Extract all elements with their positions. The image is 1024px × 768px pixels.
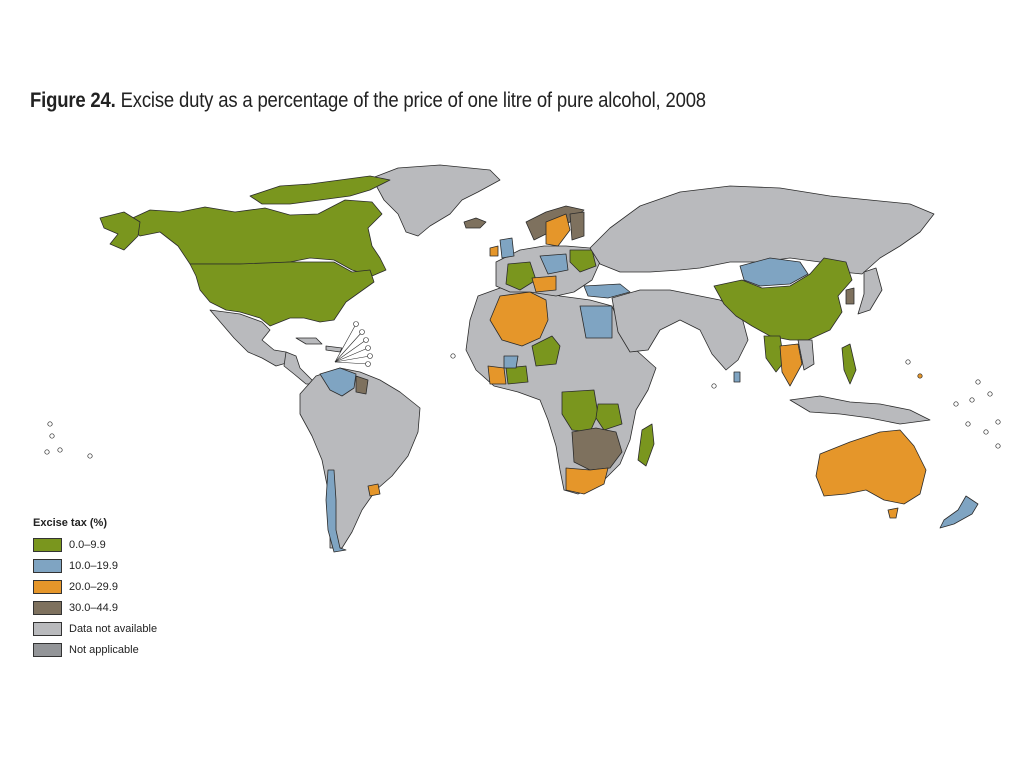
- legend-item: 10.0–19.9: [33, 555, 157, 576]
- region-europe-green: [505, 261, 537, 291]
- region-venezuela: [319, 367, 357, 397]
- region-myanmar: [763, 335, 785, 373]
- region-uruguay: [367, 483, 381, 497]
- region-southern-africa-brown: [571, 427, 623, 471]
- region-arctic-islands: [249, 175, 391, 205]
- region-west-africa-blue: [503, 355, 519, 369]
- region-sri-lanka: [733, 371, 741, 383]
- figure-caption: Excise duty as a percentage of the price…: [120, 88, 706, 112]
- region-algeria: [489, 291, 549, 347]
- legend-title: Excise tax (%): [33, 517, 107, 529]
- legend-swatch-notapplicable: [33, 642, 62, 657]
- region-europe-blue: [539, 253, 569, 275]
- legend-label: Data not available: [69, 622, 158, 635]
- region-tanzania: [595, 403, 623, 431]
- region-madagascar: [637, 423, 655, 467]
- island-markers: [44, 353, 1001, 459]
- region-japan: [857, 267, 883, 315]
- region-chile: [325, 469, 347, 553]
- region-indochina: [797, 339, 815, 371]
- region-turkey: [583, 283, 631, 299]
- legend-item: 30.0–44.9: [33, 597, 157, 618]
- legend-item: 0.0–9.9: [33, 534, 157, 555]
- legend-swatch-brown: [33, 600, 62, 615]
- legend-swatch-na: [33, 621, 62, 636]
- legend-label: Not applicable: [69, 643, 139, 656]
- region-mongolia: [739, 257, 809, 287]
- region-philippines: [841, 343, 857, 385]
- region-russia: [589, 185, 935, 275]
- region-ireland: [489, 245, 499, 257]
- region-tasmania: [887, 507, 899, 519]
- region-finland: [569, 211, 585, 241]
- region-china: [713, 257, 853, 341]
- figure-title: Figure 24. Excise duty as a percentage o…: [30, 88, 706, 113]
- region-niger: [531, 335, 561, 367]
- region-new-zealand: [939, 495, 979, 529]
- legend-item: 20.0–29.9: [33, 576, 157, 597]
- region-west-africa-green: [505, 365, 529, 385]
- region-greenland: [371, 164, 501, 237]
- region-australia: [815, 429, 927, 505]
- region-sweden: [545, 213, 571, 247]
- region-uk: [499, 237, 515, 259]
- region-guyana: [355, 375, 369, 395]
- legend-swatch-blue: [33, 558, 62, 573]
- legend-label: 10.0–19.9: [69, 559, 118, 572]
- figure-label: Figure 24.: [30, 88, 116, 112]
- legend: Excise tax (%) 0.0–9.9 10.0–19.9 20.0–29…: [33, 517, 157, 660]
- legend-label: 30.0–44.9: [69, 601, 118, 614]
- region-west-africa-orange: [487, 365, 507, 385]
- legend-item: Data not available: [33, 618, 157, 639]
- region-usa: [189, 261, 375, 327]
- legend-label: 0.0–9.9: [69, 538, 106, 551]
- caribbean-callouts: [334, 321, 373, 367]
- legend-swatch-orange: [33, 579, 62, 594]
- region-caribbean: [295, 337, 343, 353]
- region-south-america: [299, 367, 421, 549]
- region-central-america: [283, 351, 317, 385]
- legend-label: 20.0–29.9: [69, 580, 118, 593]
- region-middle-east: [611, 289, 749, 371]
- region-europe-orange: [531, 275, 557, 293]
- region-iceland: [463, 217, 487, 229]
- region-korea: [845, 287, 855, 305]
- region-indonesia: [789, 395, 931, 425]
- region-thailand: [779, 343, 803, 387]
- region-europe-green-east: [569, 249, 597, 273]
- legend-item: Not applicable: [33, 639, 157, 660]
- legend-swatch-green: [33, 537, 62, 552]
- region-alaska: [99, 211, 141, 251]
- region-south-africa: [565, 467, 609, 495]
- region-egypt: [579, 305, 613, 339]
